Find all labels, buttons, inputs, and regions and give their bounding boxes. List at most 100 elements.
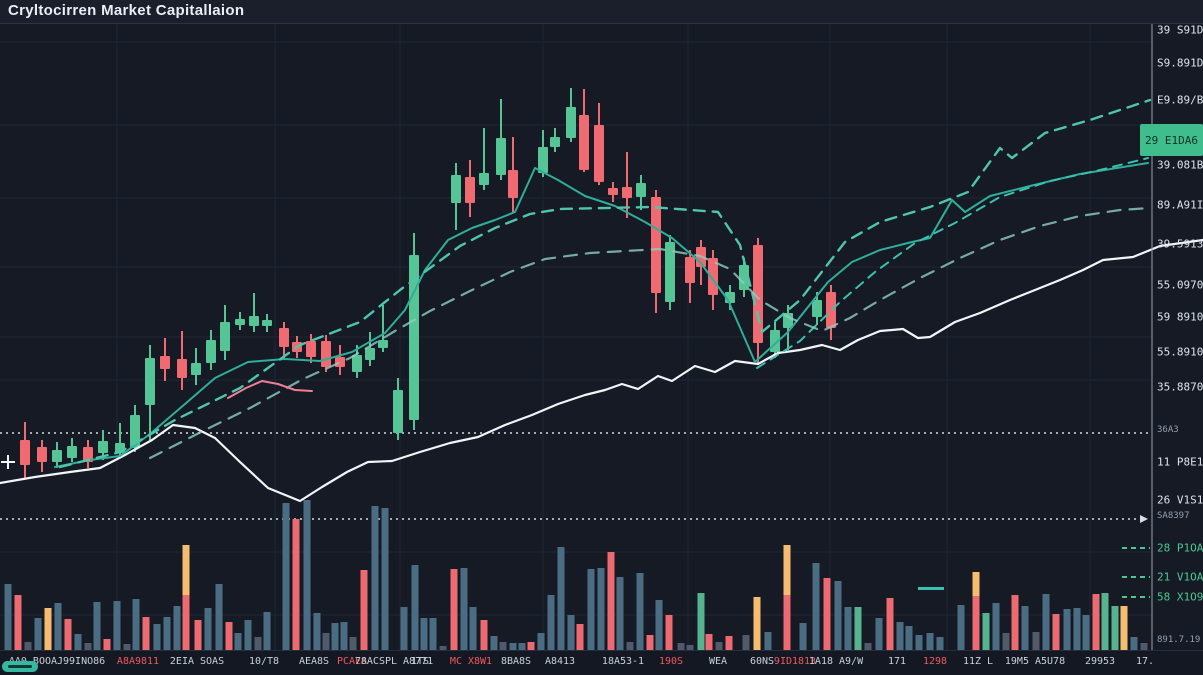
- chart-title: Cryltocirren Market Capitallaion: [8, 2, 245, 19]
- x-axis-label: MC X8W1: [449, 656, 493, 667]
- y-axis-label: S9.891D: [1157, 56, 1203, 70]
- y-axis-label: 11 P8E1: [1157, 455, 1203, 469]
- volume-bar: [123, 644, 131, 650]
- volume-bar: [44, 608, 52, 650]
- candle: [37, 440, 47, 472]
- volume-bar: [753, 597, 761, 650]
- candle: [67, 438, 77, 462]
- candle: [783, 305, 793, 350]
- volume-bar: [844, 607, 852, 650]
- chart-marks: [1, 455, 1150, 598]
- volume-bar: [677, 643, 685, 650]
- candle: [279, 322, 289, 360]
- candle: [191, 348, 201, 385]
- x-axis-label: 60NS: [749, 656, 775, 667]
- volume-bar: [1063, 609, 1071, 650]
- volume-bar: [234, 633, 242, 650]
- volume-bar: [705, 634, 713, 650]
- volume-bar: [518, 643, 526, 650]
- candle: [206, 330, 216, 370]
- volume-bar: [204, 608, 212, 650]
- ma-dashed-2: [756, 157, 1149, 369]
- volume-bar: [24, 642, 32, 650]
- price-line: [0, 238, 1203, 503]
- x-axis-label: A8413: [544, 656, 576, 667]
- x-axis-label: 18A53-1: [601, 656, 645, 667]
- volume-bar: [557, 547, 565, 650]
- candle: [365, 332, 375, 366]
- dotted-reference-lines: [0, 432, 1150, 523]
- volume-bar: [254, 637, 262, 650]
- y-axis-label: 891.7.19: [1157, 635, 1201, 645]
- candle: [636, 175, 646, 210]
- volume-bar: [616, 577, 624, 650]
- y-axis-label: 36A3: [1157, 425, 1179, 435]
- candle: [249, 293, 259, 332]
- crosshair-marker: [1, 455, 15, 469]
- y-axis-label: 58 X1O9O: [1157, 590, 1203, 604]
- candle: [753, 238, 763, 363]
- volume-bar: [715, 642, 723, 650]
- volume-bar: [636, 573, 644, 650]
- volume-bar: [303, 500, 311, 650]
- y-axis-label: 28 P1OAS: [1157, 541, 1203, 555]
- volume-bar: [113, 601, 121, 650]
- volume-bar: [292, 519, 300, 650]
- volume-bar: [823, 578, 831, 650]
- volume-bar: [54, 603, 62, 650]
- ma-pink-segment: [227, 380, 313, 399]
- volume-bar: [764, 632, 772, 650]
- candle: [665, 235, 675, 310]
- volume-bar: [1011, 595, 1019, 650]
- volume-bar: [1052, 614, 1060, 650]
- teal-dash-mark: [918, 587, 944, 590]
- candle: [177, 331, 187, 390]
- volume-bar: [34, 618, 42, 650]
- volume-bar: [686, 645, 694, 650]
- time-axis-strip: [0, 650, 1203, 675]
- volume-bar: [957, 605, 965, 650]
- volume-bar: [460, 568, 468, 650]
- ma-dashed-main: [58, 98, 1152, 469]
- x-axis-label: 1A18 A9/W: [808, 656, 864, 667]
- candle: [508, 137, 518, 213]
- volume-bar: [349, 637, 357, 650]
- volume-bar: [194, 620, 202, 650]
- volume-bar: [915, 635, 923, 650]
- volume-bar: [972, 596, 980, 650]
- volume-bar: [14, 595, 22, 650]
- volume-bar: [1082, 615, 1090, 650]
- candle: [160, 338, 170, 381]
- volume-bar: [896, 622, 904, 650]
- x-axis-label: WEA: [708, 656, 728, 667]
- volume-bar: [142, 617, 150, 650]
- candle: [451, 163, 461, 230]
- overlay-lines: [0, 98, 1203, 503]
- volume-bar: [1092, 594, 1100, 650]
- x-axis-label: 19M5 A5U78: [1004, 656, 1066, 667]
- volume-bar: [340, 622, 348, 650]
- y-axis-label: 26 V1S1O: [1157, 493, 1203, 507]
- y-axis-label: 55.0970: [1157, 278, 1203, 292]
- volume-bar: [1002, 633, 1010, 650]
- volume-bar: [381, 508, 389, 650]
- y-axis-label: 39 S91D: [1157, 23, 1203, 37]
- volume-bar: [420, 618, 428, 650]
- y-axis-label: 89.A91I: [1157, 198, 1203, 212]
- candle: [550, 128, 560, 152]
- volume-bar: [215, 584, 223, 650]
- volume-bar: [655, 600, 663, 650]
- volume-bar: [103, 639, 111, 650]
- candle: [685, 250, 695, 303]
- volume-bar: [783, 545, 791, 595]
- candle: [335, 345, 345, 375]
- volume-bar: [587, 569, 595, 650]
- candle: [608, 182, 618, 202]
- volume-bar: [1120, 606, 1128, 650]
- volume-bar: [322, 633, 330, 650]
- candle: [496, 99, 506, 180]
- y-axis-label: 55.8910: [1157, 345, 1203, 359]
- volume-bar: [490, 636, 498, 650]
- volume-bar: [742, 635, 750, 650]
